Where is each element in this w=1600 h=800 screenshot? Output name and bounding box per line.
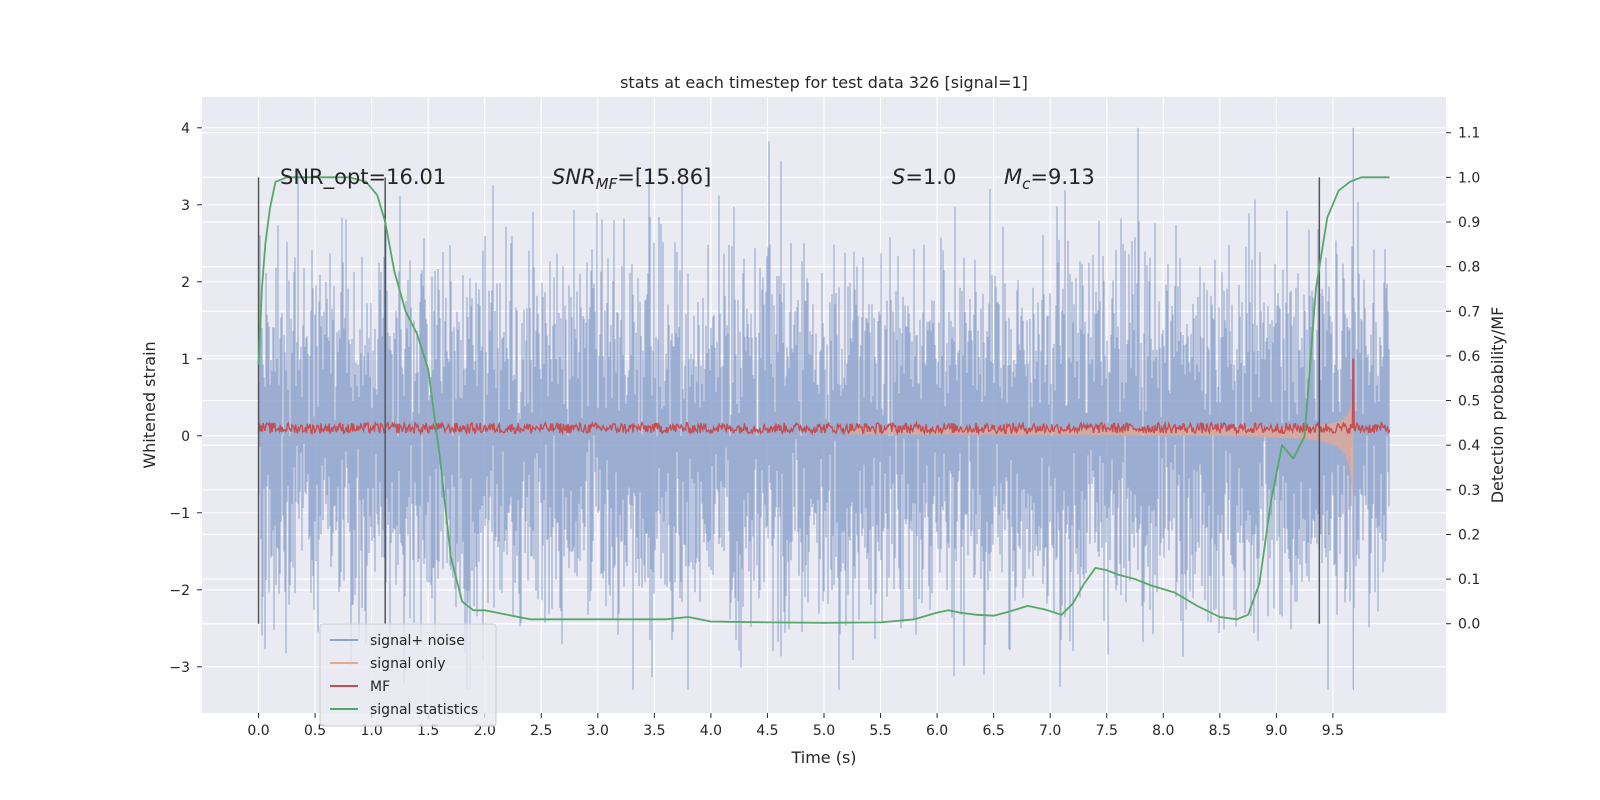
- x-ticks: 0.0 0.5 1.0 1.5 2.0 2.5 3.0 3.5 4.0 4.5 5.0 5.5 6.0 6…: [247, 713, 1344, 739]
- x-tick-label: 2.5: [530, 723, 552, 739]
- y-right-tick-label: 1.0: [1458, 170, 1480, 186]
- legend-label-mf: MF: [370, 679, 390, 695]
- chart-title: stats at each timestep for test data 326…: [620, 73, 1028, 92]
- y-right-tick-label: 0.9: [1458, 215, 1480, 231]
- x-tick-label: 6.0: [926, 723, 948, 739]
- y-left-tick-label: −2: [169, 583, 190, 599]
- legend-label-signal-only: signal only: [370, 656, 445, 672]
- x-axis-label: Time (s): [790, 748, 856, 767]
- x-tick-label: 6.5: [983, 723, 1005, 739]
- annotation-snr-opt: SNR_opt=16.01: [280, 165, 446, 190]
- y-right-tick-label: 0.3: [1458, 483, 1480, 499]
- y-left-tick-label: 4: [181, 121, 190, 137]
- x-tick-label: 1.5: [417, 723, 439, 739]
- legend-label-signal-statistics: signal statistics: [370, 702, 478, 718]
- annotation-mc: Mc=9.13: [1004, 165, 1095, 193]
- y-right-tick-label: 0.1: [1458, 572, 1480, 588]
- y-right-tick-label: 0.4: [1458, 438, 1480, 454]
- signal-statistics-line: [257, 176, 1390, 624]
- x-tick-label: 7.5: [1096, 723, 1118, 739]
- x-tick-label: 3.0: [587, 723, 609, 739]
- legend: signal+ noise signal only MF signal stat…: [319, 623, 497, 727]
- x-tick-label: 4.5: [756, 723, 778, 739]
- x-tick-label: 5.0: [813, 723, 835, 739]
- x-tick-label: 2.0: [474, 723, 496, 739]
- y-right-tick-label: 0.0: [1458, 617, 1480, 633]
- y-left-tick-label: −3: [169, 660, 190, 676]
- x-tick-label: 3.5: [643, 723, 665, 739]
- x-tick-label: 0.5: [304, 723, 326, 739]
- x-tick-label: 9.0: [1265, 723, 1287, 739]
- series-signal-statistics: [257, 176, 1390, 624]
- annotation-snr-mf: SNRMF=[15.86]: [552, 165, 711, 193]
- mf-line: [257, 358, 1391, 437]
- legend-label-signal-noise: signal+ noise: [370, 633, 465, 649]
- y-left-tick-label: 3: [181, 198, 190, 214]
- y-left-tick-label: 1: [181, 352, 190, 368]
- x-tick-label: 1.0: [361, 723, 383, 739]
- x-tick-label: 5.5: [869, 723, 891, 739]
- x-tick-label: 9.5: [1322, 723, 1344, 739]
- x-tick-label: 7.0: [1039, 723, 1061, 739]
- y-left-tick-label: 0: [181, 429, 190, 445]
- series-mf: [257, 358, 1391, 437]
- y-right-tick-label: 0.7: [1458, 304, 1480, 320]
- y-left-ticks: −3 −2 −1 0 1 2 3 4: [169, 121, 202, 676]
- annotation-s: S=1.0: [892, 165, 956, 189]
- y-axis-right-label: Detection probability/MF: [1488, 307, 1507, 504]
- y-right-tick-label: 0.6: [1458, 349, 1480, 365]
- y-right-tick-label: 0.5: [1458, 394, 1480, 410]
- y-right-ticks: 0.0 0.1 0.2 0.3 0.4 0.5 0.6 0.7 0.8 0.9 1.0 1.1: [1446, 126, 1480, 633]
- y-right-tick-label: 1.1: [1458, 126, 1480, 142]
- x-tick-label: 4.0: [700, 723, 722, 739]
- x-tick-label: 8.5: [1209, 723, 1231, 739]
- legend-box: [319, 623, 497, 727]
- y-right-tick-label: 0.8: [1458, 260, 1480, 276]
- x-tick-label: 8.0: [1152, 723, 1174, 739]
- vertical-markers: [257, 177, 1321, 624]
- x-tick-label: 0.0: [247, 723, 269, 739]
- y-left-tick-label: 2: [181, 275, 190, 291]
- y-left-tick-label: −1: [169, 506, 190, 522]
- y-axis-left-label: Whitened strain: [140, 341, 159, 468]
- y-right-tick-label: 0.2: [1458, 527, 1480, 543]
